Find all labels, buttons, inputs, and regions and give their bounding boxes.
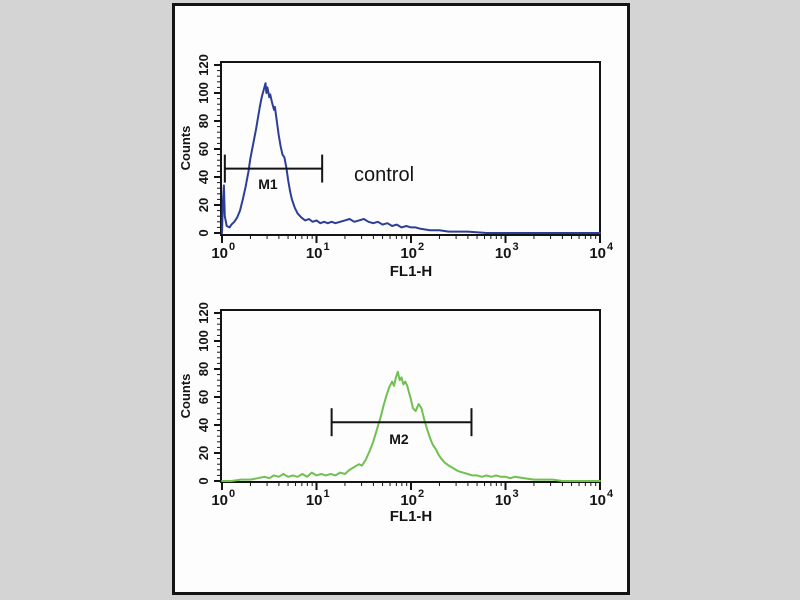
x-axis-tick-exponent: 0	[229, 488, 235, 500]
gate-m1-label: M1	[258, 176, 278, 192]
histogram-trace	[221, 82, 601, 234]
y-axis-title: Counts	[178, 126, 193, 171]
x-axis-tick-label: 10	[211, 492, 228, 509]
y-axis-tick-label: 40	[196, 418, 211, 432]
y-axis-title: Counts	[178, 374, 193, 419]
x-axis-tick-exponent: 4	[607, 488, 614, 500]
x-axis-tick-exponent: 0	[229, 241, 235, 253]
y-axis-tick-label: 60	[196, 390, 211, 404]
y-axis-tick-label: 60	[196, 142, 211, 156]
y-axis-tick-label: 80	[196, 114, 211, 128]
x-axis-tick-label: 10	[400, 245, 417, 262]
x-axis-tick-label: 10	[306, 492, 323, 509]
x-axis-tick-label: 10	[306, 245, 323, 262]
histogram-trace	[221, 370, 601, 482]
y-axis-tick-label: 100	[196, 82, 211, 104]
x-axis-tick-exponent: 4	[607, 241, 614, 253]
x-axis-tick-label: 10	[589, 492, 606, 509]
x-axis-tick-exponent: 2	[418, 488, 424, 500]
x-axis-tick-exponent: 3	[513, 241, 519, 253]
x-axis-tick-label: 10	[211, 245, 228, 262]
x-axis-tick-label: 10	[495, 492, 512, 509]
x-axis-tick-label: 10	[495, 245, 512, 262]
x-axis-tick-exponent: 1	[324, 488, 330, 500]
control-annotation: control	[354, 164, 414, 186]
x-axis-tick-exponent: 3	[513, 488, 519, 500]
y-axis-tick-label: 20	[196, 198, 211, 212]
x-axis-title: FL1-H	[390, 263, 433, 280]
gate-m2-label: M2	[389, 431, 409, 447]
x-axis-tick-label: 10	[589, 245, 606, 262]
x-axis-title: FL1-H	[390, 508, 433, 525]
y-axis-tick-label: 0	[196, 229, 211, 236]
y-axis-tick-label: 120	[196, 302, 211, 324]
x-axis-tick-exponent: 2	[418, 241, 424, 253]
y-axis-tick-label: 120	[196, 54, 211, 76]
y-axis-tick-label: 0	[196, 477, 211, 484]
y-axis-tick-label: 40	[196, 170, 211, 184]
y-axis-tick-label: 20	[196, 446, 211, 460]
x-axis-tick-label: 10	[400, 492, 417, 509]
figure-frame	[172, 3, 630, 595]
x-axis-tick-exponent: 1	[324, 241, 330, 253]
y-axis-tick-label: 80	[196, 362, 211, 376]
y-axis-tick-label: 100	[196, 330, 211, 352]
